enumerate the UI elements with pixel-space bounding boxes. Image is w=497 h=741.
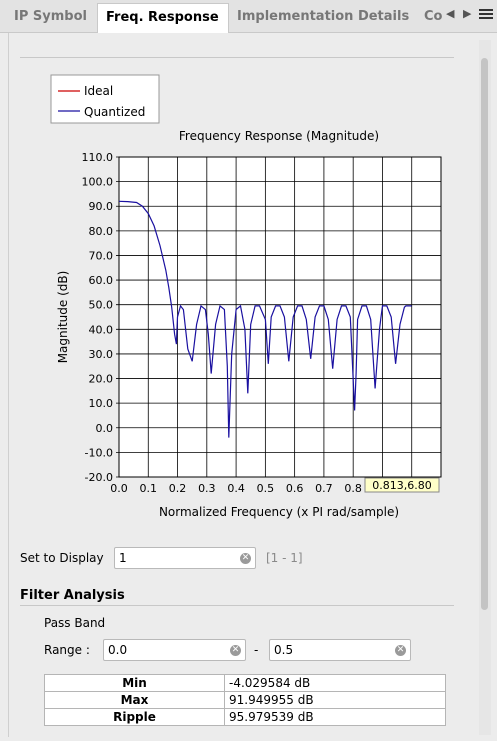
tab-overflow[interactable]: Co	[424, 9, 443, 24]
y-tick-label: 70.0	[89, 249, 114, 262]
stat-key: Ripple	[44, 708, 225, 726]
clear-icon[interactable]: ✕	[395, 645, 406, 656]
pass-band-label: Pass Band	[44, 616, 106, 630]
menu-icon[interactable]	[479, 7, 493, 21]
filter-analysis-divider	[20, 605, 454, 606]
tab-freq-response[interactable]: Freq. Response	[97, 3, 229, 33]
chart-ticks: 0.00.10.20.30.40.50.60.70.80.9110.0100.0…	[82, 151, 392, 495]
frequency-response-chart: Ideal Quantized Frequency Response (Magn…	[50, 74, 442, 519]
y-tick-label: 30.0	[89, 348, 114, 361]
stat-key: Max	[44, 691, 225, 709]
range-to-input[interactable]: 0.5 ✕	[269, 639, 411, 661]
range-dash: -	[254, 643, 259, 657]
x-tick-label: 0.1	[140, 482, 158, 495]
y-tick-label: 110.0	[82, 151, 114, 164]
y-tick-label: -20.0	[85, 471, 113, 484]
tab-ip-symbol[interactable]: IP Symbol	[14, 9, 87, 24]
y-tick-label: 50.0	[89, 299, 114, 312]
chart-x-label: Normalized Frequency (x PI rad/sample)	[159, 505, 399, 519]
legend-quantized-label: Quantized	[84, 105, 145, 119]
x-tick-label: 0.4	[227, 482, 245, 495]
chart-grid	[116, 156, 442, 478]
x-tick-label: 0.6	[286, 482, 304, 495]
stat-value: 95.979539 dB	[224, 708, 446, 726]
x-tick-label: 0.5	[257, 482, 275, 495]
tab-implementation-details[interactable]: Implementation Details	[237, 9, 410, 24]
stat-key: Min	[44, 674, 225, 692]
set-to-display-range: [1 - 1]	[266, 551, 303, 565]
y-tick-label: 0.0	[96, 422, 114, 435]
clear-icon[interactable]: ✕	[240, 553, 251, 564]
table-row: Min -4.029584 dB	[44, 674, 446, 692]
chart-y-label: Magnitude (dB)	[56, 271, 70, 364]
stat-value: -4.029584 dB	[224, 674, 446, 692]
legend-ideal-label: Ideal	[84, 84, 113, 98]
x-tick-label: 0.8	[344, 482, 362, 495]
y-tick-label: 60.0	[89, 274, 114, 287]
set-to-display-input[interactable]: 1 ✕	[114, 547, 256, 569]
chart-title: Frequency Response (Magnitude)	[179, 129, 379, 143]
series-line-quantized	[118, 200, 412, 438]
y-tick-label: 20.0	[89, 373, 114, 386]
set-to-display-value: 1	[119, 551, 127, 565]
top-divider	[20, 57, 454, 58]
range-label: Range :	[44, 643, 90, 657]
tab-scroll-left-icon[interactable]: ◀	[446, 7, 455, 20]
tab-scroll-right-icon[interactable]: ▶	[463, 7, 472, 20]
range-from-input[interactable]: 0.0 ✕	[103, 639, 246, 661]
clear-icon[interactable]: ✕	[230, 645, 241, 656]
plot-background	[118, 156, 442, 478]
range-to-value: 0.5	[274, 643, 294, 657]
y-tick-label: -10.0	[85, 446, 113, 459]
y-tick-label: 100.0	[82, 176, 114, 189]
chart-plot-area	[118, 200, 412, 438]
tab-bar: IP Symbol Freq. Response Implementation …	[0, 0, 497, 33]
y-tick-label: 80.0	[89, 225, 114, 238]
chart-tooltip: 0.813,6.80	[372, 479, 431, 492]
x-tick-label: 0.0	[110, 482, 128, 495]
x-tick-label: 0.3	[198, 482, 216, 495]
y-tick-label: 10.0	[89, 397, 114, 410]
range-from-value: 0.0	[108, 643, 128, 657]
set-to-display-label: Set to Display	[20, 551, 104, 565]
filter-stats-table: Min -4.029584 dB Max 91.949955 dB Ripple 95…	[44, 674, 446, 726]
stat-value: 91.949955 dB	[224, 691, 446, 709]
scrollbar-thumb[interactable]	[481, 58, 488, 610]
x-tick-label: 0.7	[315, 482, 333, 495]
table-row: Ripple 95.979539 dB	[44, 708, 446, 726]
filter-analysis-heading: Filter Analysis	[20, 588, 125, 603]
x-tick-label: 0.2	[169, 482, 187, 495]
chart-legend	[50, 74, 160, 124]
y-tick-label: 40.0	[89, 323, 114, 336]
table-row: Max 91.949955 dB	[44, 691, 446, 709]
y-tick-label: 90.0	[89, 200, 114, 213]
chart-tooltip-box	[364, 477, 440, 493]
